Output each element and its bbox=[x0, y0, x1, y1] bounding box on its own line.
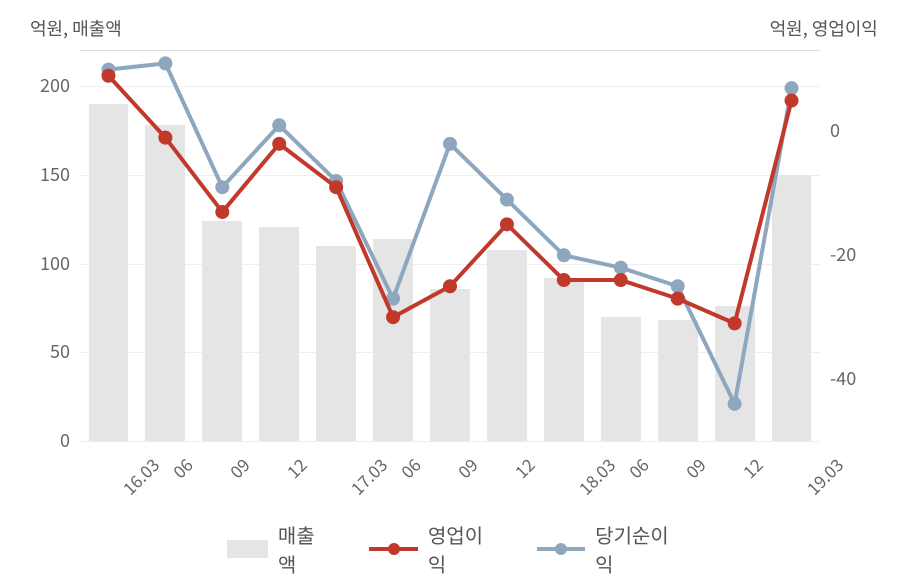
legend-label: 매출액 bbox=[278, 520, 329, 578]
legend-item: 영업이익 bbox=[369, 520, 496, 578]
legend-label: 영업이익 bbox=[428, 520, 497, 578]
y-left-tick-label: 200 bbox=[30, 72, 70, 98]
legend-item: 당기순이익 bbox=[537, 520, 681, 578]
legend-label: 당기순이익 bbox=[595, 520, 681, 578]
revenue-bar bbox=[373, 239, 413, 441]
gridline bbox=[80, 264, 820, 265]
y-left-tick-label: 150 bbox=[30, 161, 70, 187]
revenue-bar bbox=[202, 221, 242, 441]
line-marker bbox=[615, 274, 627, 286]
revenue-bar bbox=[89, 104, 129, 441]
legend-swatch-line bbox=[369, 547, 418, 551]
revenue-bar bbox=[430, 289, 470, 441]
revenue-bar bbox=[658, 320, 698, 441]
y-right-tick-label: -20 bbox=[830, 241, 856, 267]
right-y-axis-title: 억원, 영업이익 bbox=[770, 15, 878, 41]
left-y-axis-title: 억원, 매출액 bbox=[30, 15, 122, 41]
line-marker bbox=[216, 181, 228, 193]
line-marker bbox=[786, 95, 798, 107]
revenue-bar bbox=[715, 306, 755, 441]
legend-marker-icon bbox=[388, 543, 400, 555]
legend-marker-icon bbox=[555, 543, 567, 555]
revenue-bar bbox=[145, 125, 185, 441]
y-right-tick-label: 0 bbox=[830, 117, 840, 143]
plot-area bbox=[80, 50, 820, 440]
line-marker bbox=[501, 218, 513, 230]
legend-swatch-line bbox=[537, 547, 586, 551]
y-right-tick-label: -40 bbox=[830, 365, 856, 391]
line-marker bbox=[672, 280, 684, 292]
line-marker bbox=[558, 249, 570, 261]
line-marker bbox=[330, 181, 342, 193]
revenue-bar bbox=[772, 175, 812, 441]
line-marker bbox=[786, 82, 798, 94]
line-marker bbox=[102, 64, 114, 76]
line-marker bbox=[102, 70, 114, 82]
line-marker bbox=[159, 57, 171, 69]
gridline bbox=[80, 441, 820, 442]
gridline bbox=[80, 175, 820, 176]
revenue-bar bbox=[601, 317, 641, 441]
revenue-bar bbox=[316, 246, 356, 441]
line-marker bbox=[444, 138, 456, 150]
line-marker bbox=[501, 194, 513, 206]
legend-swatch-bar bbox=[227, 540, 268, 558]
revenue-bar bbox=[259, 227, 299, 442]
line-marker bbox=[216, 206, 228, 218]
revenue-bar bbox=[544, 278, 584, 441]
line-marker bbox=[273, 138, 285, 150]
y-left-tick-label: 0 bbox=[30, 427, 70, 453]
chart-legend: 매출액 영업이익 당기순이익 bbox=[227, 520, 681, 578]
legend-item: 매출액 bbox=[227, 520, 329, 578]
gridline bbox=[80, 86, 820, 87]
revenue-bar bbox=[487, 250, 527, 441]
y-left-tick-label: 50 bbox=[30, 338, 70, 364]
line-marker bbox=[672, 293, 684, 305]
line-marker bbox=[330, 175, 342, 187]
y-left-tick-label: 100 bbox=[30, 250, 70, 276]
line-marker bbox=[273, 119, 285, 131]
